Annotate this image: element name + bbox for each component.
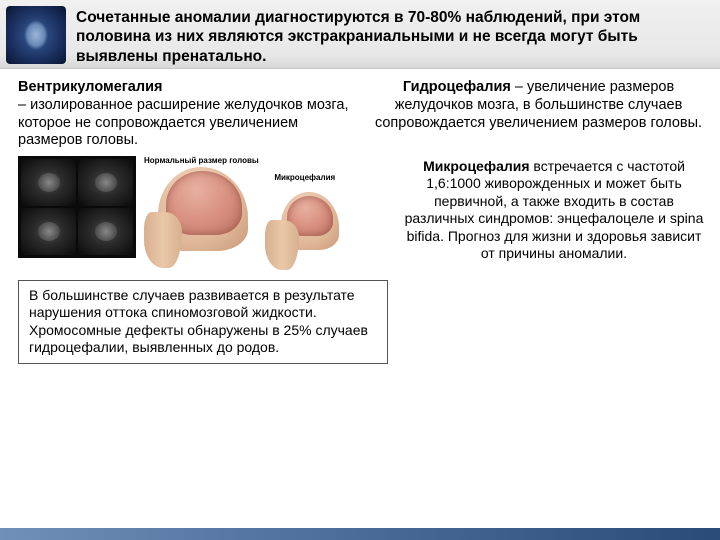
footer-stripe xyxy=(0,528,720,540)
head-comparison: Нормальный размер головы Микроцефалия xyxy=(144,156,345,272)
head-normal-icon xyxy=(144,167,254,272)
label-micro: Микроцефалия xyxy=(265,173,345,182)
definitions-row: Вентрикуломегалия – изолированное расшир… xyxy=(18,79,706,150)
note-box: В большинстве случаев развивается в резу… xyxy=(18,280,388,364)
head-micro-icon xyxy=(265,184,345,272)
microcephaly-title: Микроцефалия xyxy=(423,158,529,174)
note-text: В большинстве случаев развивается в резу… xyxy=(29,287,368,356)
mri-scan-cell xyxy=(21,159,76,206)
mri-scan-grid xyxy=(18,156,136,258)
hydrocephaly-block: Гидроцефалия – увеличение размеров желуд… xyxy=(371,79,706,150)
slide-header: Сочетанные аномалии диагностируются в 70… xyxy=(0,0,720,69)
header-text: Сочетанные аномалии диагностируются в 70… xyxy=(76,6,708,66)
ventriculomegaly-body: – изолированное расширение желудочков мо… xyxy=(18,97,348,148)
mri-scan-cell xyxy=(21,208,76,255)
logo-fetus-icon xyxy=(6,6,66,64)
label-normal: Нормальный размер головы xyxy=(144,156,259,165)
hydrocephaly-title: Гидроцефалия xyxy=(403,79,511,95)
ventriculomegaly-title: Вентрикуломегалия xyxy=(18,79,162,95)
ventriculomegaly-block: Вентрикуломегалия – изолированное расшир… xyxy=(18,79,353,150)
mri-scan-cell xyxy=(78,208,133,255)
bottom-row: В большинстве случаев развивается в резу… xyxy=(18,280,706,364)
slide-content: Вентрикуломегалия – изолированное расшир… xyxy=(0,69,720,372)
mri-scan-cell xyxy=(78,159,133,206)
microcephaly-block: Микроцефалия встречается с частотой 1,6:… xyxy=(404,158,704,263)
head-micro-wrap: Микроцефалия xyxy=(265,173,345,272)
head-normal-wrap: Нормальный размер головы xyxy=(144,156,259,272)
